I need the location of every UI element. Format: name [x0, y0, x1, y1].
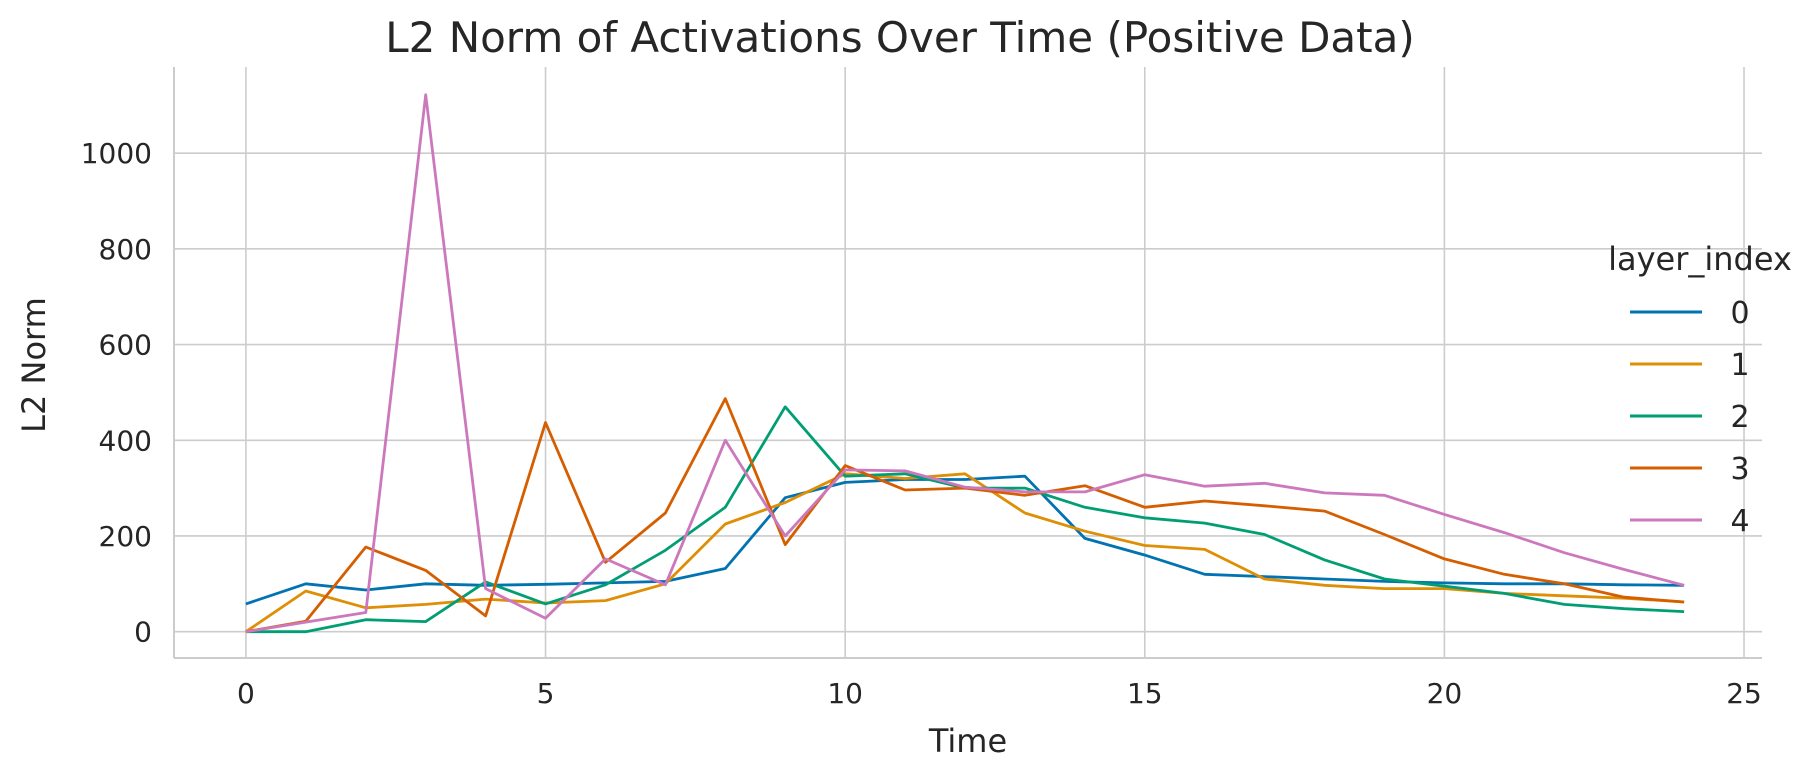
legend-label-0: 0	[1730, 296, 1749, 331]
x-tick-label: 0	[237, 677, 255, 710]
legend-items: 0 1 2 3 4	[1630, 296, 1750, 539]
y-tick-label: 200	[99, 520, 152, 553]
series-line-4	[245, 93, 1685, 634]
series-lines	[245, 93, 1685, 634]
x-tick-label: 15	[1127, 677, 1163, 710]
series-line-3	[245, 397, 1685, 634]
x-tick-label: 20	[1427, 677, 1463, 710]
gridlines	[174, 67, 1762, 658]
legend-label-4: 4	[1730, 504, 1749, 539]
y-tick-label: 600	[99, 329, 152, 362]
series-line-1	[245, 472, 1685, 633]
legend-title: layer_index	[1608, 240, 1792, 278]
x-axis-title: Time	[928, 722, 1007, 760]
y-axis-title: L2 Norm	[15, 297, 53, 433]
y-tick-label: 1000	[81, 137, 152, 170]
legend-label-1: 1	[1730, 348, 1749, 383]
axis-spines	[173, 67, 1762, 659]
legend-label-3: 3	[1730, 452, 1749, 487]
legend: layer_index 0 1 2 3 4	[1608, 240, 1792, 539]
chart-title: L2 Norm of Activations Over Time (Positi…	[385, 13, 1415, 62]
y-tick-label: 400	[99, 424, 152, 457]
x-tick-label: 10	[827, 677, 863, 710]
x-tick-label: 25	[1726, 677, 1762, 710]
x-tick-label: 5	[537, 677, 555, 710]
y-tick-label: 0	[134, 616, 152, 649]
y-tick-label: 800	[99, 233, 152, 266]
legend-label-2: 2	[1730, 400, 1749, 435]
series-line-0	[245, 474, 1685, 606]
